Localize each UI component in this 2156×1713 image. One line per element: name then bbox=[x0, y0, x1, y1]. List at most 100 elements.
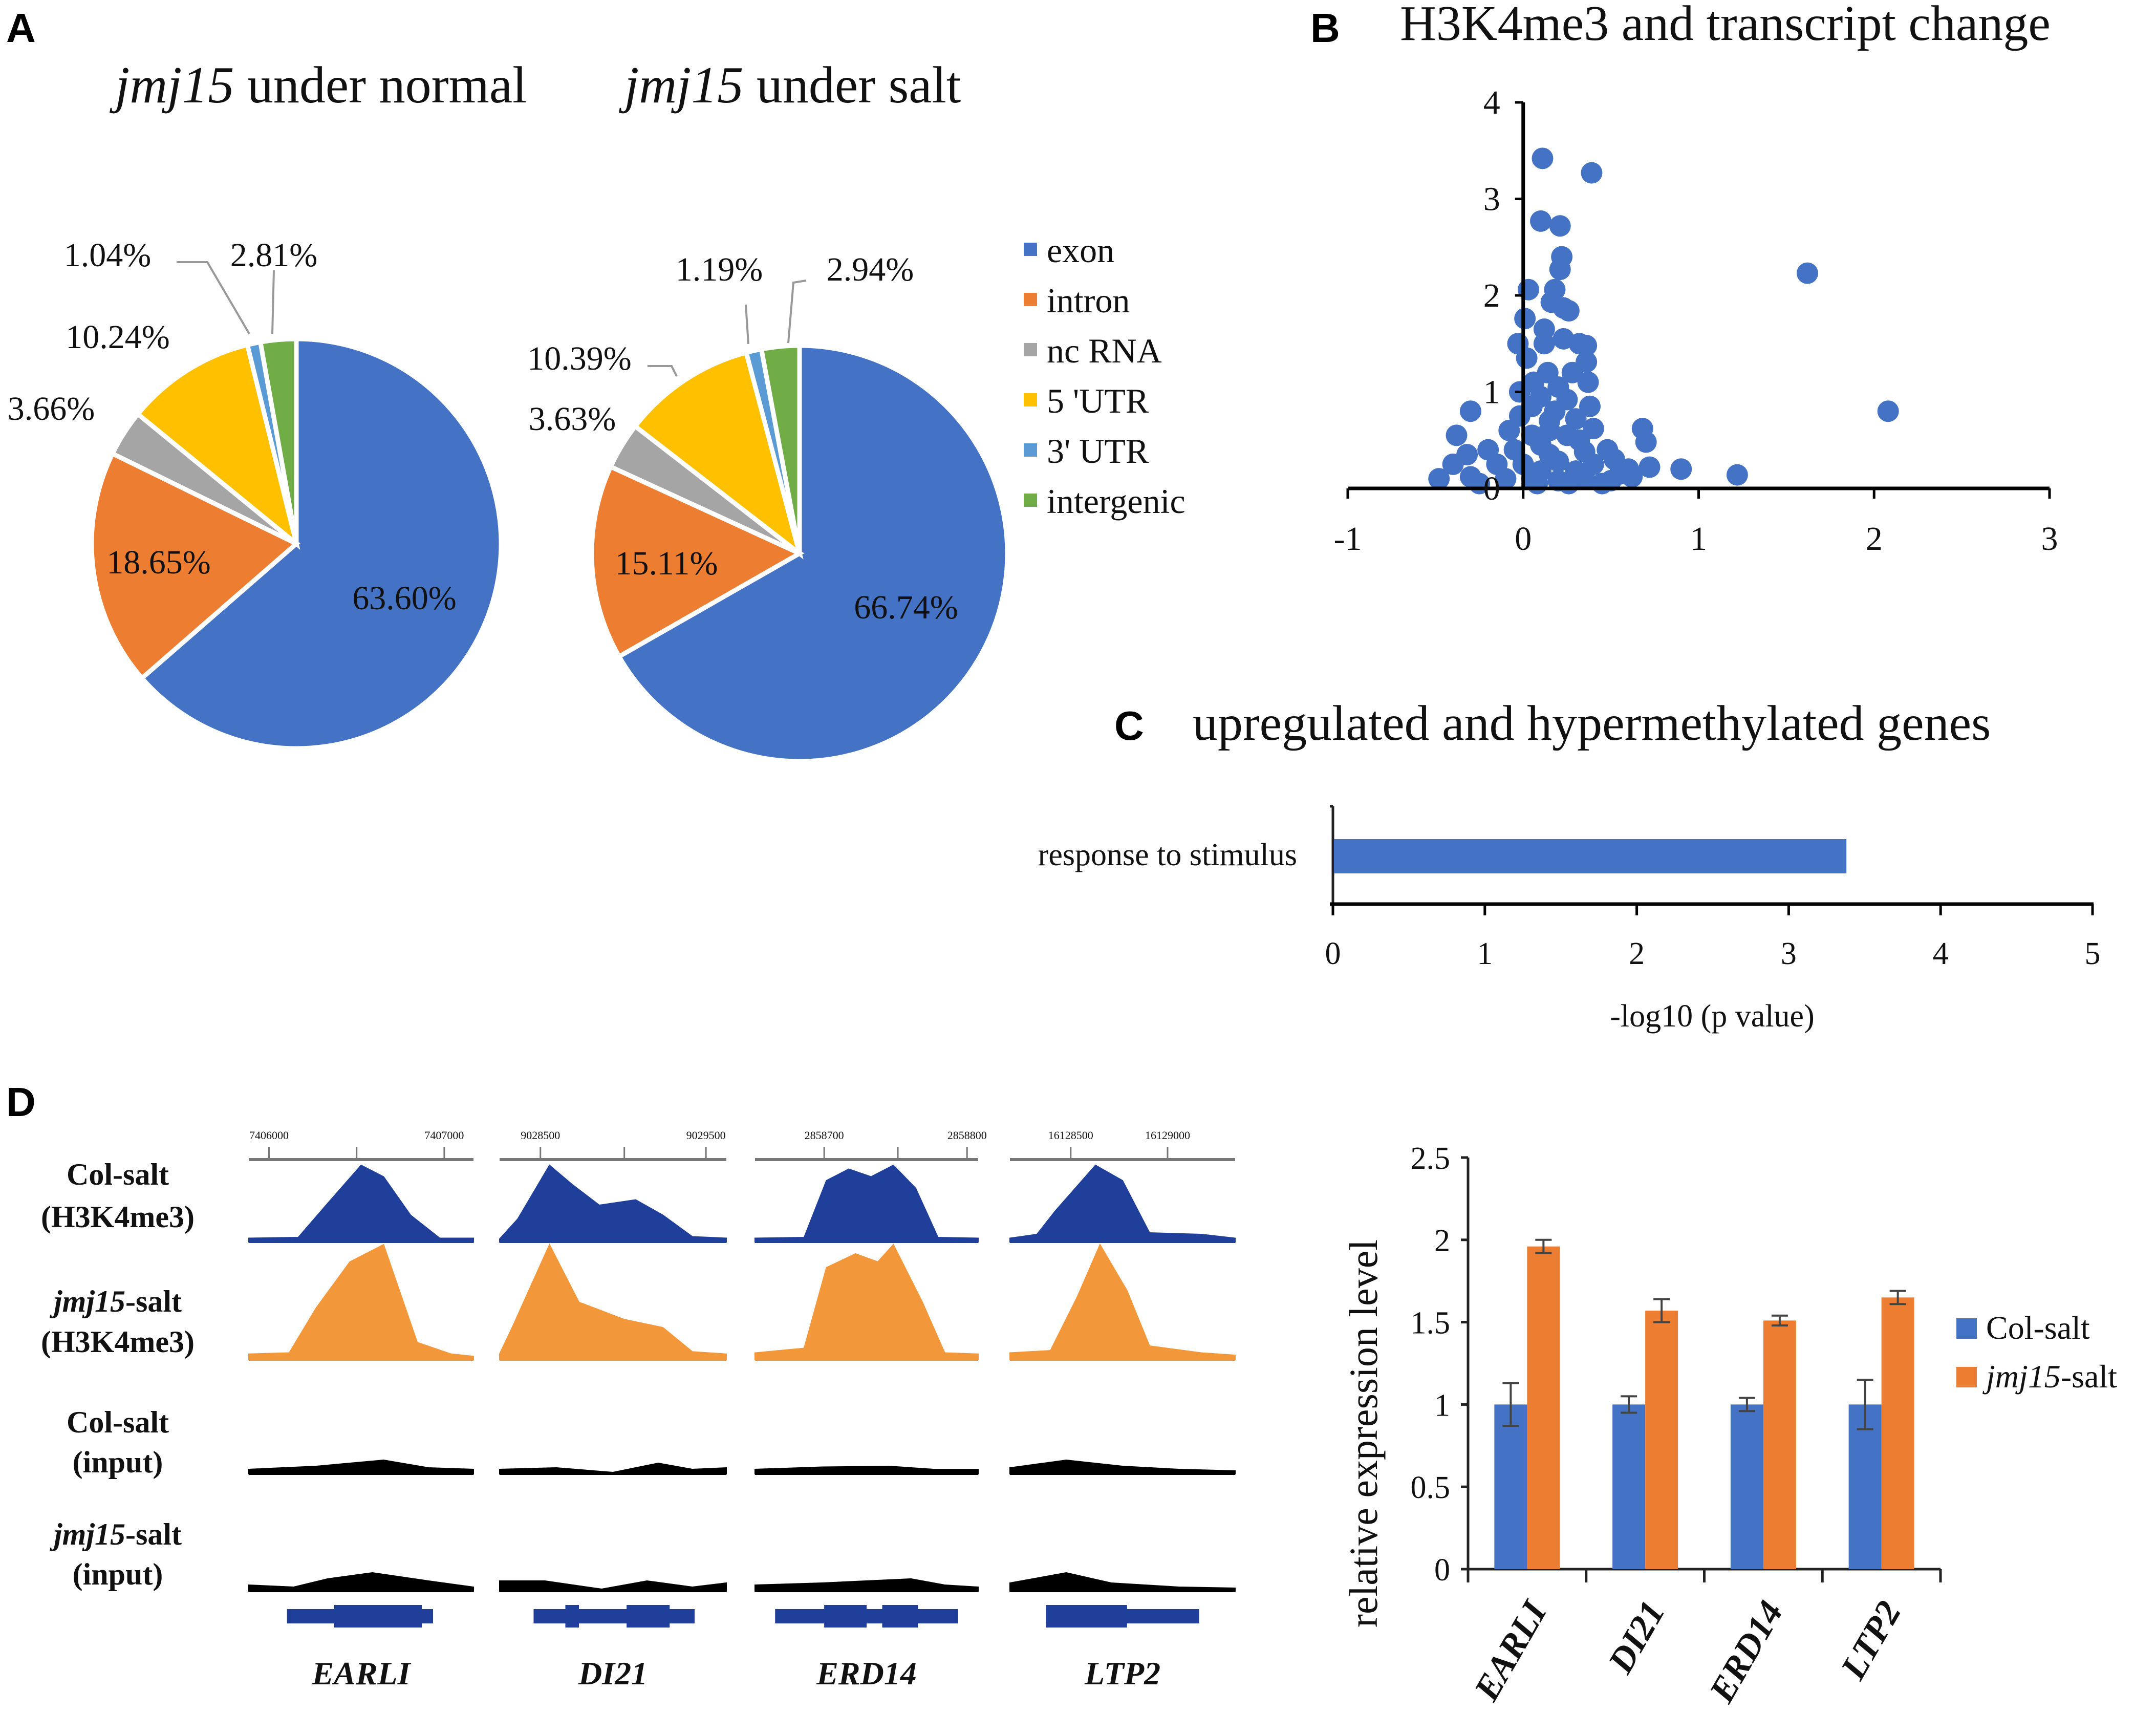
scatter-axes: -1 0 1 2 3 0 1 2 3 4 bbox=[1334, 84, 2058, 558]
scatter-point bbox=[1670, 458, 1692, 480]
x-category-label: LTP2 bbox=[1833, 1595, 1909, 1687]
x-tick-label: 3 bbox=[1781, 936, 1797, 971]
legend-item: nc RNA bbox=[1024, 331, 1162, 370]
scatter-point bbox=[1547, 451, 1569, 473]
pie-normal: 63.60% 18.65% 3.66% 10.24% 1.04% 2.81% bbox=[8, 237, 504, 751]
go-bar-xlabel: -log10 (p value) bbox=[1610, 999, 1814, 1034]
pie-normal-title-rest: under normal bbox=[234, 56, 527, 114]
legend-label-text: -salt bbox=[2061, 1358, 2117, 1395]
legend-label: 3' UTR bbox=[1047, 432, 1149, 470]
x-tick-label: 5 bbox=[2085, 936, 2101, 971]
legend-label-gene: jmj15 bbox=[1982, 1358, 2061, 1395]
scatter-point bbox=[1428, 468, 1450, 490]
jmj15-salt-input-track bbox=[1009, 1572, 1236, 1592]
panel-label-a: A bbox=[6, 5, 36, 51]
x-tick-label: -1 bbox=[1334, 520, 1362, 558]
y-tick-label: 0.5 bbox=[1411, 1470, 1451, 1505]
scatter-point bbox=[1579, 395, 1601, 417]
scatter-point bbox=[1518, 279, 1540, 301]
pie-salt: 66.74% 15.11% 3.63% 10.39% 1.19% 2.94% bbox=[527, 251, 1010, 764]
track-label: Col-salt bbox=[67, 1405, 169, 1439]
scatter-title: H3K4me3 and transcript change bbox=[1400, 0, 2051, 51]
coordinate-ruler: 9028500 9029500 bbox=[500, 1129, 726, 1161]
bar-col-salt bbox=[1612, 1404, 1646, 1569]
scatter-point bbox=[1635, 431, 1657, 453]
scatter-point bbox=[1609, 463, 1631, 485]
jmj15-salt-h3k4me3-track bbox=[499, 1243, 727, 1360]
ruler-label-right: 16129000 bbox=[1145, 1129, 1190, 1142]
pie-leader-line bbox=[177, 261, 250, 335]
track-label: Col-salt bbox=[67, 1158, 169, 1191]
expression-bar-chart: relative expression level 0 0.5 1 1.5 2 2.5 EA… bbox=[1341, 1141, 2117, 1709]
y-tick-label: 1 bbox=[1483, 374, 1500, 411]
track-label-text: -salt bbox=[125, 1517, 182, 1551]
scatter-point bbox=[1558, 300, 1580, 322]
scatter-point bbox=[1568, 429, 1590, 451]
x-category-label: ERD14 bbox=[1702, 1595, 1791, 1710]
pie-data-label: 2.81% bbox=[230, 237, 317, 274]
bar-jmj15-salt bbox=[1763, 1320, 1796, 1569]
x-tick-label: 2 bbox=[1629, 936, 1645, 971]
legend-item: intron bbox=[1024, 281, 1130, 320]
col-salt-h3k4me3-track bbox=[499, 1164, 727, 1243]
track-label: jmj15-salt bbox=[50, 1284, 182, 1318]
track-label-sub: (input) bbox=[73, 1445, 163, 1479]
track-label: jmj15-salt bbox=[50, 1517, 182, 1551]
pie-data-label: 3.63% bbox=[529, 400, 616, 438]
y-tick-label: 1 bbox=[1434, 1388, 1450, 1423]
ruler-label-right: 7407000 bbox=[424, 1129, 464, 1142]
scatter-point bbox=[1523, 371, 1545, 393]
scatter-point bbox=[1581, 162, 1603, 184]
legend-swatch bbox=[1956, 1318, 1977, 1339]
scatter-point bbox=[1576, 335, 1598, 357]
pie-salt-title: jmj15 under salt bbox=[619, 56, 961, 114]
bar-jmj15-salt bbox=[1881, 1297, 1914, 1569]
expression-legend-item: Col-salt bbox=[1956, 1310, 2090, 1346]
scatter-point bbox=[1498, 419, 1520, 441]
scatter-point bbox=[1549, 215, 1571, 237]
bar-jmj15-salt bbox=[1645, 1311, 1678, 1569]
x-category-label: EARLI bbox=[1467, 1593, 1556, 1708]
scatter-point bbox=[1459, 400, 1481, 422]
legend-label-text: Col-salt bbox=[1986, 1310, 2090, 1346]
legend-label: nc RNA bbox=[1047, 331, 1162, 370]
scatter-point bbox=[1565, 408, 1587, 430]
legend-label: Col-salt bbox=[1986, 1310, 2090, 1346]
legend-swatch bbox=[1024, 343, 1037, 356]
pie-data-label: 1.04% bbox=[64, 237, 151, 274]
bar-col-salt bbox=[1848, 1404, 1882, 1569]
scatter-point bbox=[1726, 464, 1748, 486]
track-label-gene: jmj15 bbox=[50, 1517, 125, 1551]
ruler-label-left: 2858700 bbox=[805, 1129, 844, 1142]
pie-data-label: 3.66% bbox=[8, 390, 95, 427]
scatter-point bbox=[1549, 259, 1571, 281]
panel-c-go-bar: upregulated and hypermethylated genes 0 1… bbox=[1038, 696, 2101, 1034]
gene-name-label: DI21 bbox=[578, 1655, 648, 1691]
legend-item: exon bbox=[1024, 231, 1114, 270]
y-tick-label: 2 bbox=[1434, 1224, 1450, 1258]
y-tick-label: 0 bbox=[1434, 1553, 1450, 1588]
legend-item: 3' UTR bbox=[1024, 432, 1149, 470]
scatter-point bbox=[1530, 210, 1552, 232]
gene-model-exon bbox=[1046, 1605, 1127, 1628]
legend-swatch bbox=[1024, 293, 1037, 306]
scatter-point bbox=[1446, 424, 1468, 446]
scatter-points bbox=[1428, 147, 1899, 495]
y-tick-label: 4 bbox=[1483, 84, 1500, 121]
legend-swatch bbox=[1024, 443, 1037, 457]
go-bar-chart: 0 1 2 3 4 5 response to stimulus bbox=[1038, 805, 2101, 971]
coordinate-ruler: 2858700 2858800 bbox=[755, 1129, 987, 1161]
bar-col-salt bbox=[1494, 1404, 1527, 1569]
pie-normal-title: jmj15 under normal bbox=[110, 56, 527, 114]
gene-name-label: LTP2 bbox=[1084, 1655, 1160, 1691]
ruler-label-right: 9029500 bbox=[686, 1129, 726, 1142]
jmj15-salt-h3k4me3-track bbox=[1009, 1243, 1236, 1360]
panel-label-b: B bbox=[1310, 5, 1340, 51]
x-tick-label: 4 bbox=[1933, 936, 1949, 971]
track-label-text: Col-salt bbox=[67, 1158, 169, 1191]
expression-ylabel: relative expression level bbox=[1341, 1239, 1386, 1628]
y-tick-label: 2 bbox=[1483, 277, 1500, 314]
locus-erd14: 2858700 2858800 ERD14 bbox=[754, 1129, 987, 1691]
y-tick-label: 2.5 bbox=[1411, 1141, 1451, 1176]
